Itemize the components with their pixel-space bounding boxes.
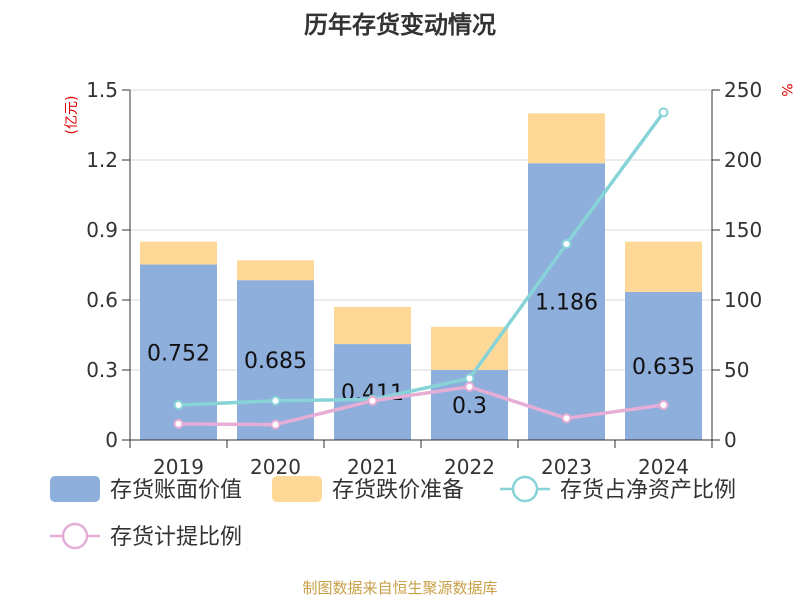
- x-tick-label: 2023: [541, 455, 592, 479]
- source-note: 制图数据来自恒生聚源数据库: [302, 579, 497, 597]
- bar-book-value: [334, 344, 411, 440]
- axes: 0 0.3 0.6 0.9 1.2 1.5 0 50 100 150 200 250 2019 2020 2…: [86, 78, 762, 479]
- bar-book-value: [140, 264, 217, 440]
- right-tick-label: 0: [724, 428, 737, 452]
- x-tick-label: 2024: [638, 455, 689, 479]
- legend-marker: [511, 475, 539, 503]
- line-point: [270, 395, 281, 406]
- series-lines: [173, 107, 669, 430]
- right-axis-unit: %: [778, 83, 794, 96]
- legend-impairment: 存货跌价准备: [272, 476, 464, 503]
- legend-provision-ratio: 存货计提比例: [50, 522, 242, 550]
- line-point: [173, 400, 184, 410]
- bar-impairment: [431, 326, 508, 370]
- line-point: [464, 381, 475, 392]
- bar-book-value: [625, 291, 702, 440]
- bar-impairment: [334, 307, 411, 345]
- bar-impairment: [528, 113, 605, 164]
- legend-label: 存货跌价准备: [332, 478, 464, 503]
- left-axis-unit: (亿元): [64, 96, 80, 135]
- line-point: [270, 419, 281, 430]
- right-tick-label: 50: [724, 358, 749, 382]
- legend-swatch: [50, 476, 100, 502]
- line-ratio-net-assets: [178, 111, 665, 407]
- right-tick-label: 250: [724, 78, 762, 102]
- bar-value-label: 0.685: [244, 349, 307, 374]
- gridlines: [130, 89, 712, 371]
- right-tick-label: 150: [724, 218, 762, 242]
- bar-book-value: [237, 280, 314, 440]
- line-point: [561, 239, 572, 249]
- right-tick-label: 100: [724, 288, 762, 312]
- line-point: [561, 413, 572, 424]
- left-tick-label: 0.6: [86, 288, 118, 312]
- bar-value-label: 1.186: [535, 291, 598, 316]
- legend-marker: [61, 522, 89, 550]
- x-tick-label: 2022: [444, 455, 495, 479]
- line-point: [658, 107, 669, 118]
- legend-label: 存货账面价值: [110, 478, 242, 503]
- chart-title: 历年存货变动情况: [304, 11, 496, 39]
- bar-impairment: [625, 241, 702, 292]
- line-point: [658, 400, 669, 410]
- legend-label: 存货计提比例: [110, 525, 242, 550]
- right-tick-label: 200: [724, 148, 762, 172]
- x-tick-label: 2021: [347, 455, 398, 479]
- left-tick-label: 1.2: [86, 148, 118, 172]
- bar-impairment: [237, 260, 314, 281]
- legend-book-value: 存货账面价值: [50, 476, 242, 503]
- left-tick-label: 0: [105, 428, 118, 452]
- x-tick-label: 2020: [250, 455, 301, 479]
- left-tick-label: 0.9: [86, 218, 118, 242]
- legend-label: 存货占净资产比例: [560, 478, 736, 503]
- line-point: [173, 418, 184, 429]
- bar-value-label: 0.3: [452, 394, 487, 419]
- line-point: [464, 373, 475, 384]
- left-tick-label: 0.3: [86, 358, 118, 382]
- bar-impairment: [140, 241, 217, 265]
- line-point: [367, 395, 378, 406]
- legend-swatch: [272, 476, 322, 502]
- bar-value-label: 0.752: [147, 341, 210, 366]
- line-provision-ratio: [178, 385, 664, 427]
- legend-ratio-net-assets: 存货占净资产比例: [500, 475, 736, 503]
- x-tick-label: 2019: [153, 455, 204, 479]
- bars: [140, 113, 702, 440]
- bar-value-label: 0.635: [632, 355, 695, 380]
- left-tick-label: 1.5: [86, 78, 118, 102]
